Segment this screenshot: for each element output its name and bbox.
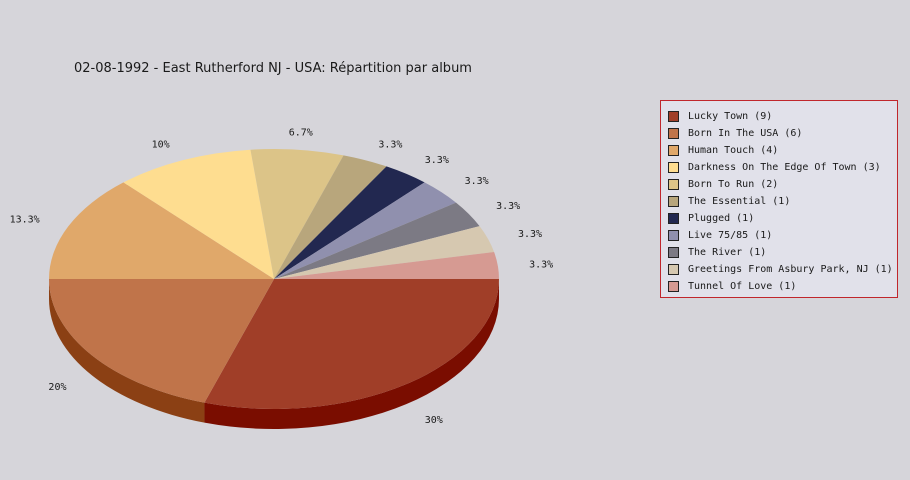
pie-pct-label-0: 30%	[425, 415, 443, 426]
legend-item: Born To Run (2)	[668, 177, 778, 191]
pie-slice-3	[123, 149, 274, 279]
pie-slice-1	[49, 279, 274, 403]
legend-item: Lucky Town (9)	[668, 109, 772, 123]
pie-slice-8	[274, 202, 480, 279]
pie-pct-label-9: 3.3%	[518, 229, 542, 240]
pie-slice-10	[274, 251, 499, 279]
pie-slice-7	[274, 182, 457, 279]
pie-slice-6	[274, 166, 425, 279]
legend-item: Human Touch (4)	[668, 143, 778, 157]
legend-label: The River (1)	[688, 246, 767, 258]
legend-item: Greetings From Asbury Park, NJ (1)	[668, 262, 893, 276]
legend-label: Darkness On The Edge Of Town (3)	[688, 161, 881, 173]
legend-swatch	[668, 127, 679, 139]
legend-item: Tunnel Of Love (1)	[668, 279, 796, 293]
legend-item: Live 75/85 (1)	[668, 228, 772, 242]
pie-labels: 30% 20% 13.3% 10% 6.7% 3.3% 3.3% 3.3% 3.3% 3.3% 3.…	[10, 128, 554, 426]
legend-swatch	[668, 110, 679, 122]
legend-swatch	[668, 195, 679, 207]
pie-slice-5	[274, 155, 387, 279]
legend-item: The Essential (1)	[668, 194, 790, 208]
pie-sides	[49, 279, 499, 430]
legend-label: Human Touch (4)	[688, 144, 779, 156]
legend-label: Plugged (1)	[688, 212, 755, 224]
legend-label: Live 75/85 (1)	[688, 229, 773, 241]
legend-swatch	[668, 212, 679, 224]
pie-slices	[49, 149, 499, 409]
legend-swatch	[668, 178, 679, 190]
pie-slice-4	[250, 149, 344, 279]
legend-swatch	[668, 144, 679, 156]
pie-side-1	[49, 279, 205, 423]
legend-swatch	[668, 280, 679, 292]
pie-pct-label-4: 6.7%	[289, 128, 313, 139]
legend-swatch	[668, 229, 679, 241]
pie-pct-label-10: 3.3%	[529, 260, 553, 271]
legend-label: Tunnel Of Love (1)	[688, 280, 797, 292]
legend-item: Born In The USA (6)	[668, 126, 802, 140]
legend-label: Lucky Town (9)	[688, 110, 773, 122]
legend-label: The Essential (1)	[688, 195, 791, 207]
pie-pct-label-6: 3.3%	[425, 155, 449, 166]
pie-slice-2	[49, 182, 274, 279]
legend-item: Darkness On The Edge Of Town (3)	[668, 160, 881, 174]
legend-swatch	[668, 161, 679, 173]
legend-item: Plugged (1)	[668, 211, 754, 225]
legend-label: Born To Run (2)	[688, 178, 779, 190]
pie-slice-9	[274, 226, 495, 279]
chart-title: 02-08-1992 - East Rutherford NJ - USA: R…	[74, 61, 472, 76]
legend-label: Greetings From Asbury Park, NJ (1)	[688, 263, 893, 275]
legend: Lucky Town (9) Born In The USA (6) Human T…	[660, 100, 898, 298]
pie-pct-label-5: 3.3%	[378, 140, 402, 151]
pie-pct-label-2: 13.3%	[10, 215, 40, 226]
pie-side-0	[204, 279, 499, 430]
pie-pct-label-8: 3.3%	[496, 201, 520, 212]
legend-label: Born In The USA (6)	[688, 127, 803, 139]
legend-swatch	[668, 263, 679, 275]
pie-slice-0	[204, 279, 499, 409]
legend-swatch	[668, 246, 679, 258]
legend-item: The River (1)	[668, 245, 766, 259]
pie-pct-label-7: 3.3%	[465, 176, 489, 187]
pie-pct-label-3: 10%	[152, 140, 170, 151]
pie-pct-label-1: 20%	[48, 382, 66, 393]
